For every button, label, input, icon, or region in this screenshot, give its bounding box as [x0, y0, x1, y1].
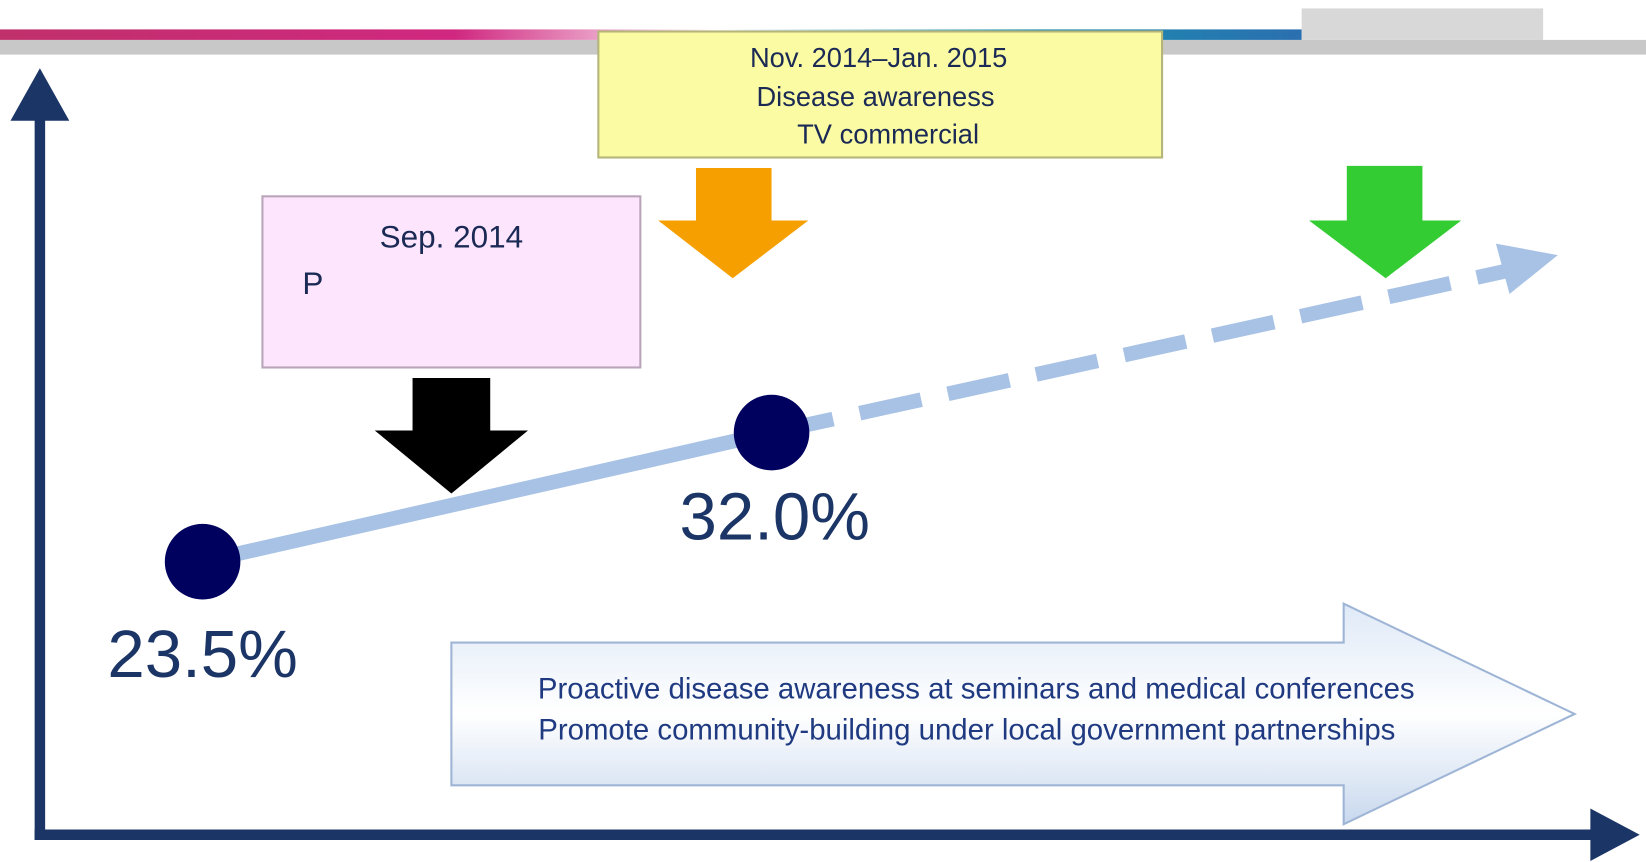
banner-text: Proactive disease awareness at seminars …	[538, 673, 1415, 706]
header-logo	[1301, 8, 1544, 40]
banner-text: Promote community-building under local g…	[538, 714, 1395, 747]
x-axis-head	[1590, 808, 1640, 861]
event-arrow	[374, 377, 529, 494]
event-label: Disease awareness	[756, 81, 994, 112]
data-point	[733, 394, 810, 471]
event-label: TV commercial	[797, 119, 979, 150]
event-label: Sep. 2014	[380, 219, 524, 255]
trend-line	[200, 425, 774, 569]
data-label: 32.0%	[679, 480, 869, 555]
future-arrow	[1309, 165, 1462, 279]
event-label: Nov. 2014–Jan. 2015	[750, 42, 1007, 73]
event-box	[597, 30, 1164, 159]
trend-head	[1495, 243, 1558, 294]
event-box	[261, 195, 642, 369]
data-point	[164, 523, 241, 600]
event-label: P	[302, 265, 323, 301]
axes	[10, 68, 1640, 861]
data-label: 23.5%	[107, 617, 297, 692]
event-arrow	[658, 167, 809, 279]
trend-projection	[769, 262, 1514, 440]
y-axis-head	[10, 68, 70, 121]
banner-arrow	[450, 602, 1578, 826]
